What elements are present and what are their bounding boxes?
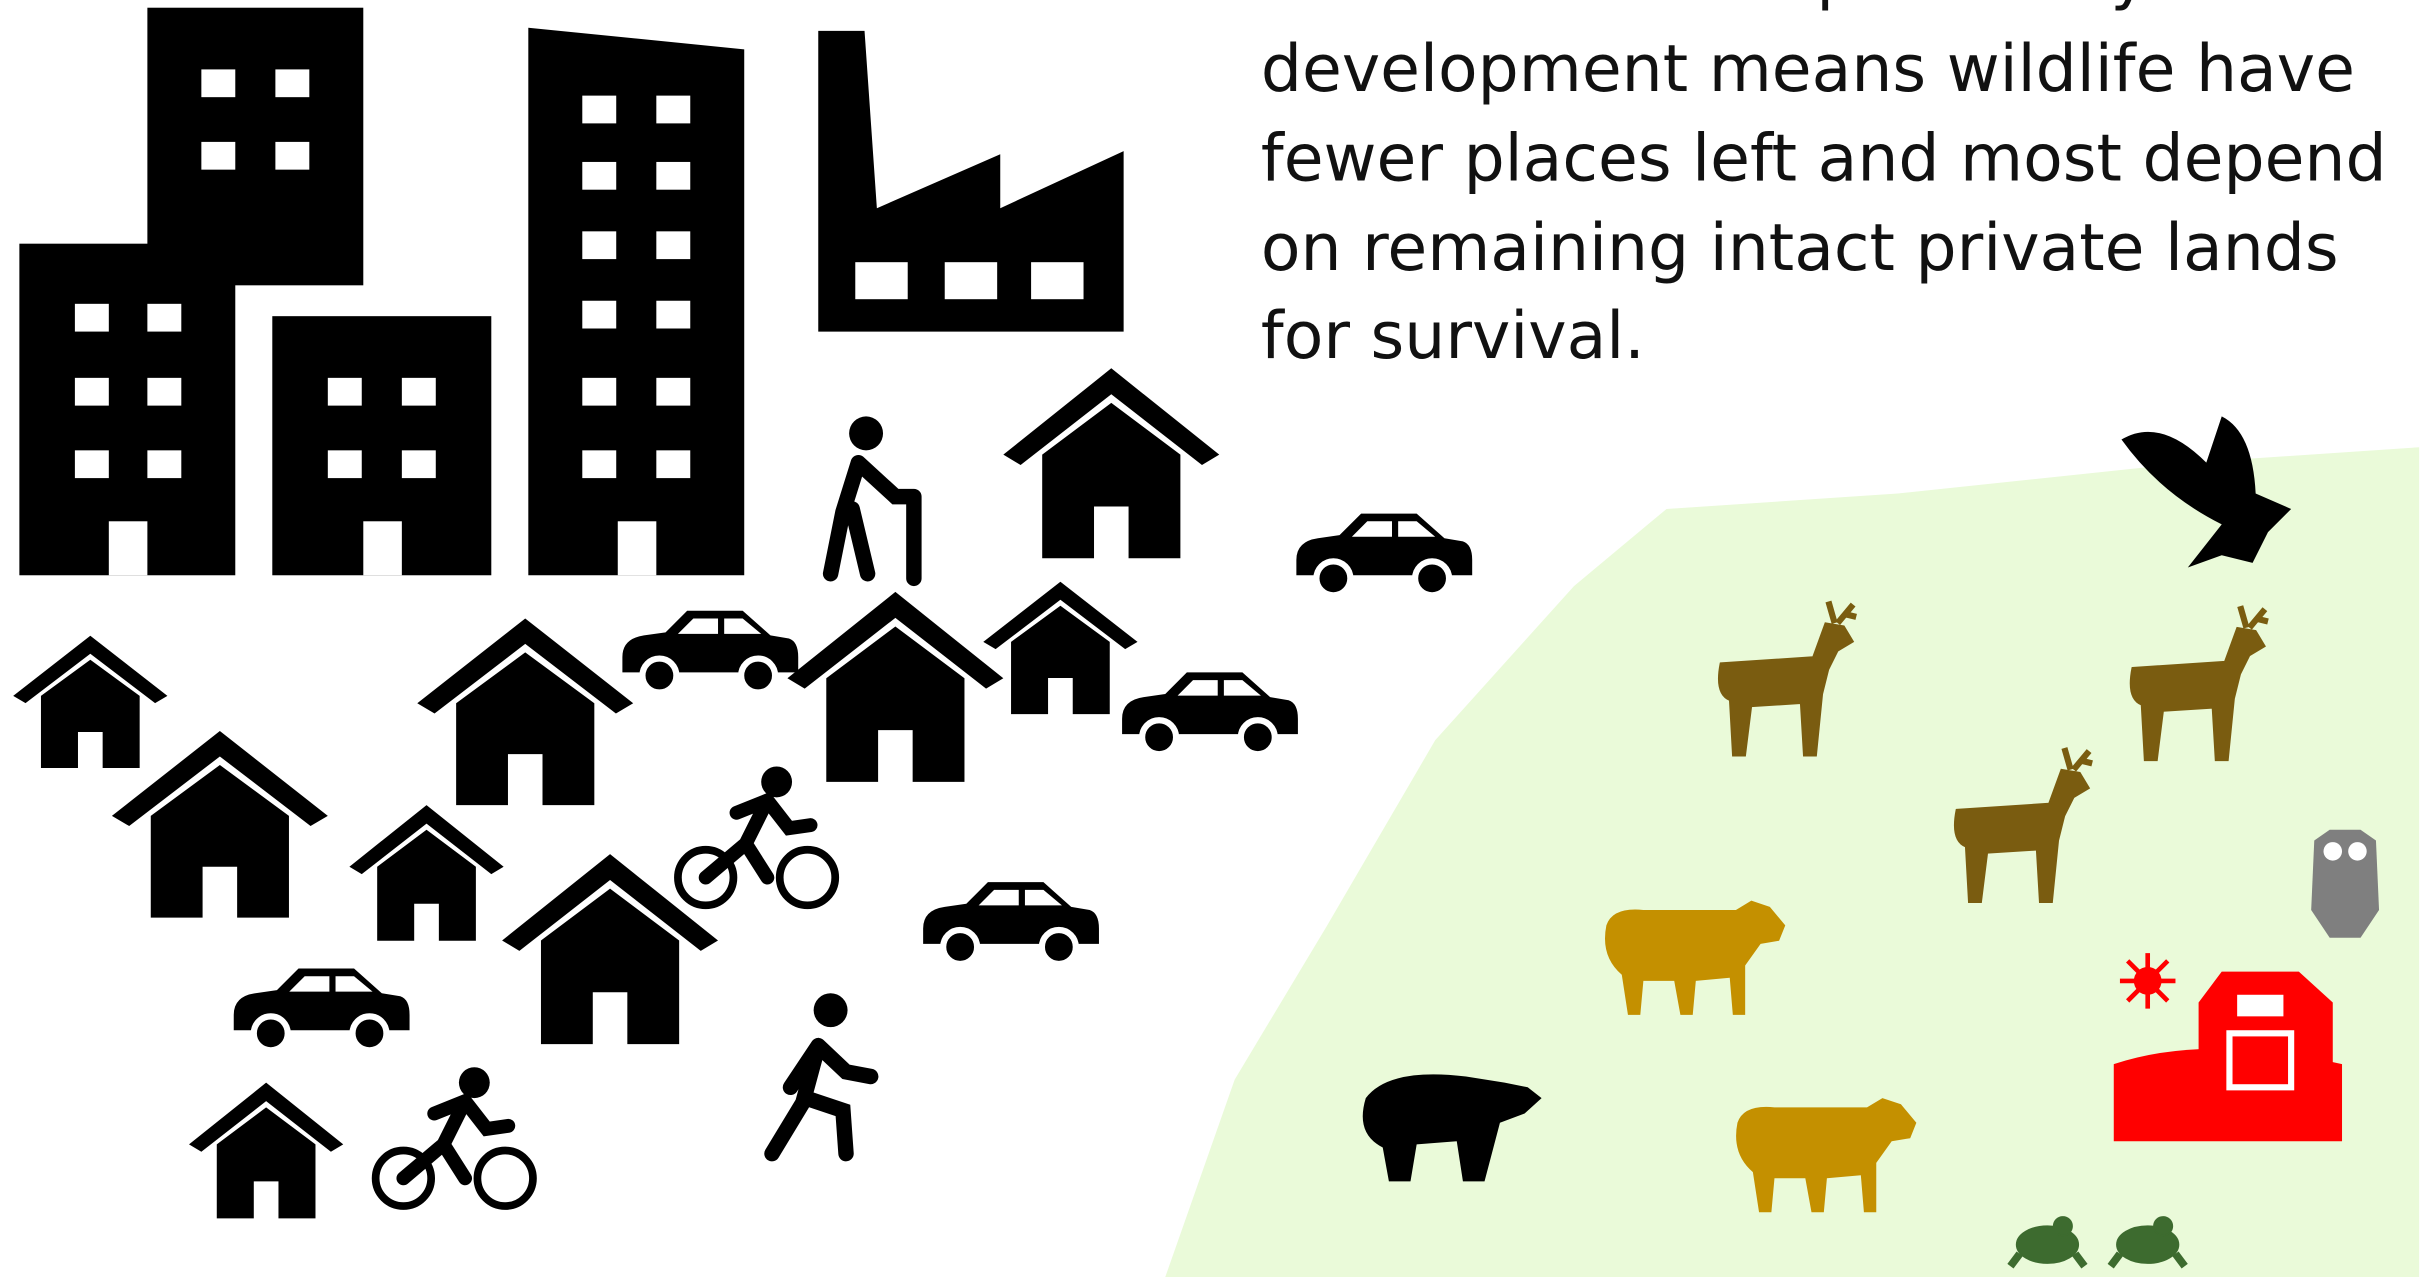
pedestrians bbox=[772, 416, 914, 1153]
illustration: We all have a responsibility. Urban deve… bbox=[0, 0, 2420, 1277]
paragraph: We all have a responsibility. Urban deve… bbox=[1261, 0, 2387, 374]
paragraph-line: for survival. bbox=[1261, 299, 1645, 374]
paragraph-line: fewer places left and most depend bbox=[1261, 121, 2387, 196]
paragraph-line: development means wildlife have bbox=[1261, 32, 2355, 107]
paragraph-line: We all have a responsibility. Urban bbox=[1261, 0, 2377, 13]
paragraph-line: on remaining intact private lands bbox=[1261, 211, 2339, 286]
owl bbox=[2311, 830, 2379, 938]
